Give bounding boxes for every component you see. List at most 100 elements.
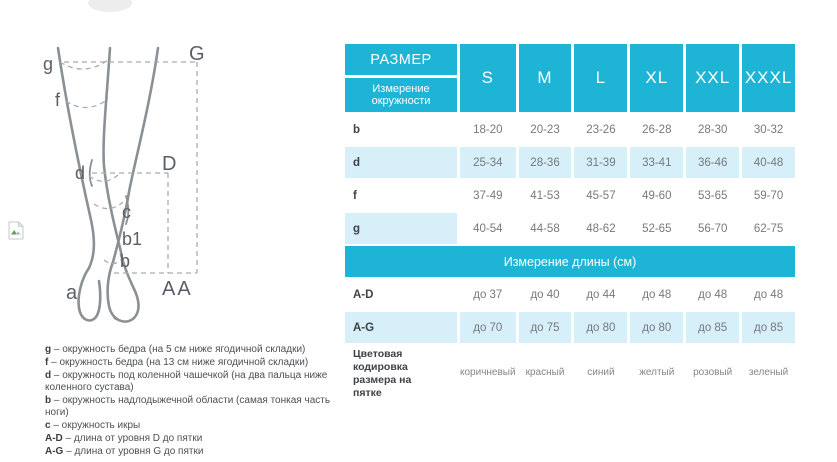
body-top-fragment [88,0,132,12]
cell-g-xxxl: 62-75 [753,222,784,235]
label-AA: AA [162,278,193,300]
label-g: g [43,54,53,74]
cell-color-xxxl: зеленый [748,366,789,378]
cell-color-xxl: розовый [693,366,733,378]
cell-d-m: 28-36 [518,147,572,178]
size-col-header-xl: XL [630,44,684,112]
legend-text: – длина от уровня G до пятки [66,446,204,457]
header-subtitle: Измерение окружности [345,78,457,112]
cell-f-xxxl: 59-70 [753,189,784,202]
legend-text: – длина от уровня D до пятки [65,433,203,444]
legend-key: g [45,344,52,355]
legend-key: A-G [45,446,64,457]
legend-item: f – окружность бедра (на 13 см ниже ягод… [45,357,345,369]
cell-ag-xxl: до 85 [686,312,740,343]
cell-ad-m: до 40 [530,288,560,301]
legend-item: b – окружность надлодыжечной области (са… [45,395,345,419]
legend-item: A-G – длина от уровня G до пятки [45,446,345,458]
cell-f-l: 45-57 [586,189,616,202]
leg-outline [56,46,160,323]
cell-d-s: 25-34 [460,147,516,178]
legend-text: – окружность икры [53,420,141,431]
cell-b-xxl: 28-30 [697,123,728,136]
legend-key: A-D [45,433,63,444]
legend-key: f [45,357,49,368]
measurement-legend: g – окружность бедра (на 5 см ниже ягоди… [45,344,345,459]
row-label-ad: A-D [353,288,374,301]
legend-key: c [45,420,51,431]
cell-d-l: 31-39 [574,147,628,178]
cell-g-m: 44-58 [530,222,560,235]
cell-g-s: 40-54 [473,222,503,235]
leg-measurement-diagram: g f d c b1 b a G D AA [43,0,205,323]
legend-item: g – окружность бедра (на 5 см ниже ягоди… [45,344,345,356]
label-b: b [120,251,130,271]
cell-f-xl: 49-60 [642,189,672,202]
row-label-g: g [345,213,457,244]
size-col-header-s: S [460,44,516,112]
legend-text: – окружность надлодыжечной области (сама… [45,395,331,418]
row-label-color-coding: Цветовая кодировка размера на пятке [345,345,457,409]
cell-color-s: коричневый [460,366,516,378]
label-a: a [66,282,78,304]
cell-f-xxl: 53-65 [697,189,728,202]
diagram-labels: g f d c b1 b a G D AA [43,43,205,304]
cell-b-l: 23-26 [586,123,616,136]
legend-text: – окружность бедра (на 5 см ниже ягодичн… [53,344,306,355]
measurement-guides [59,59,198,274]
cell-d-xxxl: 40-48 [742,147,795,178]
label-b1: b1 [122,229,142,249]
cell-ag-m: до 75 [518,312,572,343]
row-label-f: f [353,189,357,202]
size-col-header-xxxl: XXXL [742,44,795,112]
cell-g-l: 48-62 [586,222,616,235]
broken-image-icon [8,221,24,240]
cell-f-m: 41-53 [530,189,560,202]
label-d: d [75,163,85,183]
cell-b-s: 18-20 [473,123,503,136]
size-table: РАЗМЕР Измерение окружности S M L XL XXL… [345,44,795,409]
label-c: c [122,202,131,222]
cell-ag-xxxl: до 85 [742,312,795,343]
cell-b-xxxl: 30-32 [753,123,784,136]
size-col-header-l: L [574,44,628,112]
legend-key: b [45,395,52,406]
cell-color-l: синий [587,366,615,378]
label-f: f [55,90,61,110]
cell-d-xxl: 36-46 [686,147,740,178]
cell-g-xl: 52-65 [642,222,672,235]
legend-item: d – окружность под коленной чашечкой (на… [45,370,345,394]
cell-g-xxl: 56-70 [697,222,728,235]
header-title: РАЗМЕР [345,44,457,75]
row-label-d: d [345,147,457,178]
cell-ag-s: до 70 [460,312,516,343]
length-section-header: Измерение длины (см) [345,246,795,277]
row-label-b: b [353,123,361,136]
cell-ag-l: до 80 [574,312,628,343]
cell-color-m: красный [525,366,565,378]
cell-b-m: 20-23 [530,123,560,136]
cell-f-s: 37-49 [473,189,503,202]
cell-d-xl: 33-41 [630,147,684,178]
cell-ad-xxl: до 48 [698,288,728,301]
row-label-ag: A-G [345,312,457,343]
size-col-header-m: M [518,44,572,112]
label-G: G [189,43,205,65]
table-header-corner: РАЗМЕР Измерение окружности [345,44,457,112]
legend-text: – окружность бедра (на 13 см ниже ягодич… [51,357,309,368]
cell-ad-l: до 44 [586,288,616,301]
label-D: D [162,153,176,175]
legend-item: A-D – длина от уровня D до пятки [45,433,345,445]
legend-text: – окружность под коленной чашечкой (на д… [45,370,328,393]
cell-ad-s: до 37 [473,288,503,301]
size-col-header-xxl: XXL [686,44,740,112]
cell-ad-xl: до 48 [642,288,672,301]
cell-b-xl: 26-28 [642,123,672,136]
legend-item: c – окружность икры [45,420,345,432]
cell-ag-xl: до 80 [630,312,684,343]
color-coding-label-text: Цветовая кодировка размера на пятке [353,348,412,399]
cell-ad-xxxl: до 48 [754,288,784,301]
legend-key: d [45,370,52,381]
cell-color-xl: желтый [639,366,675,378]
